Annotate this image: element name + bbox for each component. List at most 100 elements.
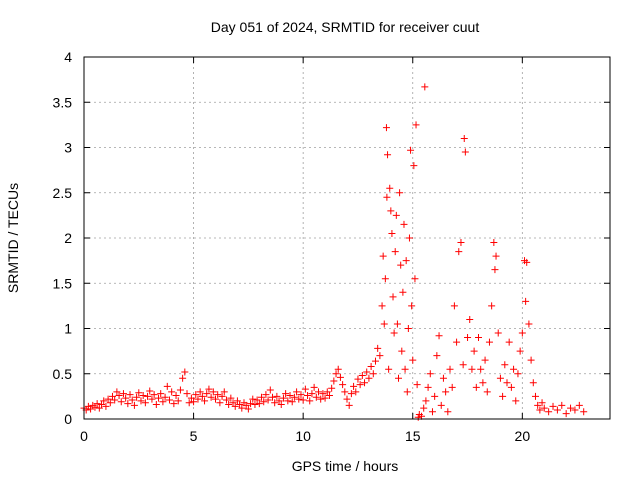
- data-point: [249, 395, 257, 403]
- data-point: [562, 410, 570, 418]
- data-point: [516, 347, 524, 355]
- data-point: [404, 325, 412, 332]
- data-point: [393, 320, 401, 328]
- data-point: [172, 391, 180, 399]
- data-point: [251, 401, 259, 409]
- data-point: [165, 396, 173, 404]
- data-point: [503, 379, 511, 387]
- data-point: [233, 397, 241, 405]
- data-point: [155, 394, 163, 402]
- data-point: [315, 388, 323, 396]
- data-point: [378, 302, 386, 310]
- data-point: [536, 406, 544, 414]
- data-point: [304, 391, 312, 399]
- data-point: [218, 392, 226, 400]
- data-point: [450, 302, 458, 310]
- data-point: [397, 261, 405, 269]
- data-point: [152, 401, 160, 409]
- data-point: [398, 347, 406, 355]
- data-point: [367, 363, 375, 371]
- data-point: [135, 389, 143, 397]
- data-point: [144, 392, 152, 400]
- data-point: [488, 302, 496, 310]
- data-point: [258, 393, 266, 401]
- data-point: [231, 402, 239, 410]
- x-tick-label: 20: [515, 428, 531, 444]
- data-point: [343, 395, 351, 403]
- data-point: [214, 391, 222, 399]
- data-point: [128, 396, 136, 404]
- data-point: [386, 184, 394, 192]
- data-point: [321, 394, 329, 402]
- data-point: [437, 401, 445, 409]
- data-point: [181, 368, 189, 376]
- data-point: [266, 386, 274, 394]
- data-point: [339, 381, 347, 389]
- x-tick-label: 10: [295, 428, 311, 444]
- data-point: [87, 405, 95, 413]
- data-point: [325, 391, 333, 399]
- data-point: [531, 392, 539, 400]
- data-point: [481, 356, 489, 364]
- data-point: [196, 388, 204, 396]
- data-point: [288, 398, 296, 406]
- data-point: [290, 393, 298, 401]
- data-point: [146, 387, 154, 395]
- data-point: [253, 396, 261, 404]
- data-point: [205, 385, 213, 393]
- data-point: [236, 401, 244, 409]
- data-point: [106, 399, 114, 407]
- data-point: [401, 365, 409, 373]
- data-point: [435, 332, 443, 340]
- data-point: [207, 393, 215, 401]
- data-point: [499, 392, 507, 400]
- data-point: [490, 239, 498, 247]
- data-point: [148, 395, 156, 403]
- data-point: [279, 394, 287, 402]
- data-point: [347, 390, 355, 398]
- data-point: [141, 399, 149, 407]
- data-point: [308, 390, 316, 398]
- data-point: [407, 146, 415, 154]
- data-point: [247, 400, 255, 408]
- data-point: [510, 365, 518, 373]
- data-point: [122, 394, 130, 402]
- data-point: [277, 401, 285, 409]
- data-point: [179, 374, 187, 382]
- y-tick-label: 3.5: [53, 94, 73, 110]
- data-point: [492, 252, 500, 260]
- data-point: [384, 151, 392, 159]
- data-point: [124, 400, 132, 408]
- data-point: [299, 396, 307, 404]
- data-point: [93, 400, 101, 408]
- y-tick-label: 1: [64, 321, 72, 337]
- data-point: [157, 390, 165, 398]
- data-point: [358, 372, 366, 380]
- data-point: [284, 397, 292, 405]
- data-point: [255, 400, 263, 408]
- data-point: [448, 383, 456, 391]
- data-point: [176, 386, 184, 394]
- data-point: [293, 388, 301, 396]
- y-tick-label: 2: [64, 230, 72, 246]
- data-point: [126, 391, 134, 399]
- x-tick-label: 15: [405, 428, 421, 444]
- data-point: [334, 365, 342, 373]
- x-tick-label: 0: [80, 428, 88, 444]
- data-point: [170, 400, 178, 408]
- data-point: [174, 397, 182, 405]
- y-tick-label: 4: [64, 49, 72, 65]
- data-point: [390, 329, 398, 337]
- data-point: [540, 404, 548, 412]
- data-point: [428, 408, 436, 416]
- data-point: [431, 392, 439, 400]
- data-point: [111, 396, 119, 404]
- data-point: [225, 401, 233, 409]
- data-point: [409, 356, 417, 364]
- data-point: [411, 275, 419, 283]
- data-point: [133, 393, 141, 401]
- data-point: [382, 124, 390, 132]
- x-tick-label: 5: [190, 428, 198, 444]
- data-point: [361, 379, 369, 387]
